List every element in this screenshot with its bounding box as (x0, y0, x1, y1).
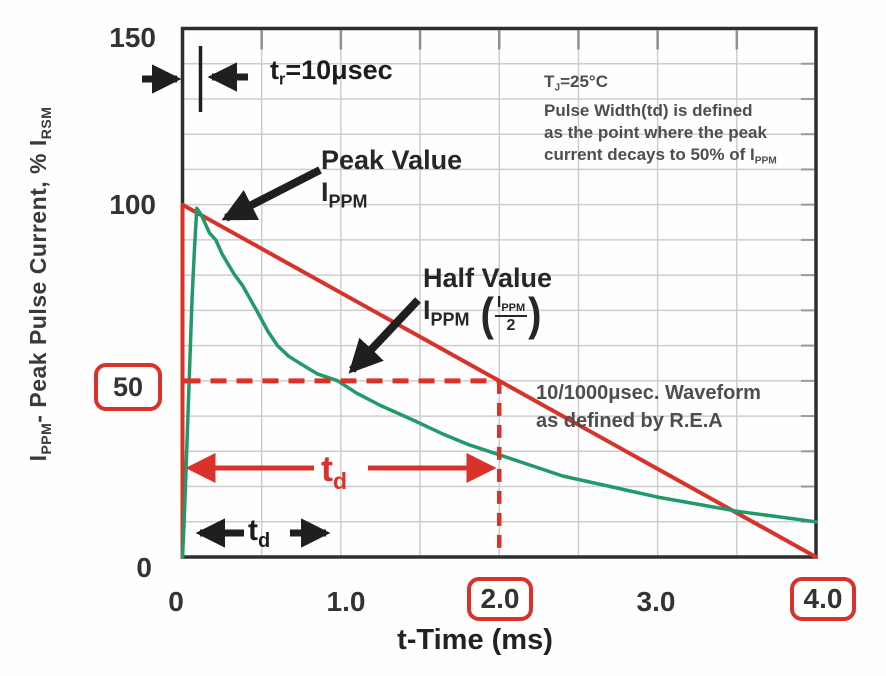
y-title-text: - Peak Pulse Current, % I (25, 139, 51, 423)
rise-time-value: =10μsec (285, 55, 393, 85)
half-value-label: Half Value IPPM ( IPPM 2 ) (423, 262, 553, 340)
half-value-text: Half Value (423, 263, 553, 293)
top-tick-marks (260, 30, 739, 50)
y-tick-150: 150 (109, 22, 156, 53)
half-value-arrow-icon (348, 297, 421, 374)
condition-note-line3: as the point where the peak (544, 122, 767, 142)
y-tick-0: 0 (136, 552, 152, 583)
x-tick-4-boxed: 4.0 (790, 577, 856, 621)
peak-value-label: Peak Value IPPM (321, 144, 462, 217)
open-paren: ( (480, 289, 494, 340)
peak-value-symbol: IPPM (321, 177, 368, 212)
y-tick-50-text: 50 (112, 371, 144, 402)
waveform-note: 10/1000μsec. Waveform as defined by R.E.… (536, 379, 761, 435)
condition-note-line4: current decays to 50% of IPPM (544, 144, 777, 167)
rise-time-label: tr=10μsec (270, 55, 393, 90)
waveform-note-line1: 10/1000μsec. Waveform (536, 382, 761, 404)
condition-note-line2: Pulse Width(td) is defined (544, 100, 753, 120)
x-tick-2-boxed: 2.0 (467, 577, 533, 621)
x-tick-4-text: 4.0 (803, 583, 843, 614)
x-tick-0: 0 (168, 586, 184, 617)
x-tick-1: 1.0 (326, 586, 366, 617)
pulse-curve-line (180, 206, 818, 559)
y-tick-50-boxed: 50 (94, 363, 162, 411)
condition-note-line1: TJ=25°C (544, 72, 608, 94)
close-paren: ) (528, 289, 542, 340)
waveform-note-line2: as defined by R.E.A (536, 410, 723, 432)
y-title-sub-ppm: PPM (37, 422, 54, 455)
x-axis-title: t-Time (ms) (397, 624, 553, 656)
rise-time-sub: r (279, 70, 286, 89)
x-tick-3: 3.0 (636, 586, 676, 617)
ippm-over-2-fraction: IPPM 2 (494, 295, 528, 335)
peak-value-text: Peak Value (321, 145, 463, 175)
condition-note: TJ=25°C Pulse Width(td) is defined as th… (544, 71, 777, 172)
half-value-formula: IPPM ( IPPM 2 ) (423, 289, 542, 340)
rea-waveform-line (180, 202, 818, 559)
x-tick-2-text: 2.0 (480, 583, 520, 614)
right-tick-marks (801, 62, 814, 523)
rise-time-t: t (270, 55, 279, 85)
td-black-label: td (248, 514, 271, 552)
peak-value-arrow-icon (221, 166, 322, 222)
td-red-label: td (321, 448, 348, 495)
y-title-symbol: I (25, 454, 51, 462)
vertical-gridlines (260, 28, 738, 557)
fraction-denominator: 2 (506, 317, 516, 335)
half-value-symbol: IPPM (423, 295, 470, 330)
y-axis-title: IPPM- Peak Pulse Current, % IRSM (25, 69, 55, 499)
y-title-sub-rsm: RSM (37, 106, 54, 140)
y-tick-100: 100 (109, 189, 156, 220)
fraction-numerator: IPPM (494, 295, 528, 318)
horizontal-gridlines (182, 62, 816, 523)
